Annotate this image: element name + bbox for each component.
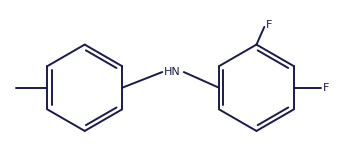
Text: F: F bbox=[266, 20, 273, 30]
Text: F: F bbox=[323, 83, 330, 93]
Text: HN: HN bbox=[164, 67, 181, 77]
